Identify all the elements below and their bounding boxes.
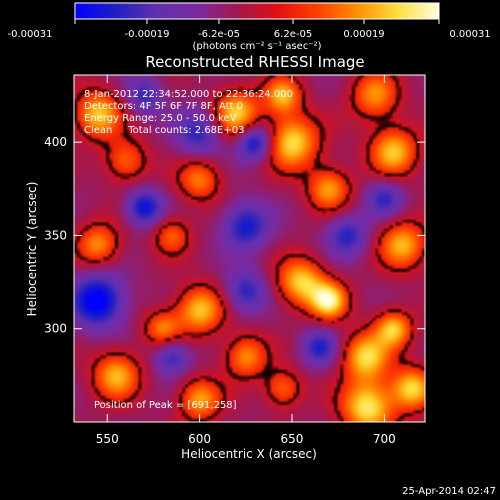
time-range-annotation: 8-Jan-2012 22:34:52.000 to 22:36:24.000 [84, 89, 293, 100]
footer-date: 25-Apr-2014 02:47 [402, 486, 496, 497]
peak-position-annotation: Position of Peak = [691,258] [94, 400, 237, 411]
colorbar-unit-label: (photons cm⁻² s⁻¹ asec⁻²) [192, 41, 321, 52]
heatmap-image [74, 75, 425, 422]
x-tick-label: 550 [96, 432, 119, 446]
colorbar-tick-label: 0.00019 [343, 29, 384, 40]
colorbar-ticks [74, 19, 440, 24]
energy-range-annotation: Energy Range: 25.0 - 50.0 keV [84, 113, 237, 124]
x-axis-label: Heliocentric X (arcsec) [181, 447, 317, 461]
y-axis-label: Heliocentric Y (arcsec) [25, 182, 39, 317]
x-tick-label: 650 [281, 432, 304, 446]
axis-ticks [74, 75, 425, 422]
colorbar-tick-label: -0.00031 [8, 29, 53, 40]
colorbar-gradient-bar [74, 2, 440, 20]
plot-frame [73, 74, 426, 423]
y-tick-label: 400 [44, 135, 67, 149]
colorbar-tick-label: -6.2e-05 [198, 29, 240, 40]
plot-annotations: 8-Jan-2012 22:34:52.000 to 22:36:24.000 … [84, 89, 293, 411]
x-tick-label: 600 [188, 432, 211, 446]
colorbar-tick-label: 0.00031 [449, 29, 490, 40]
x-tick-labels: 550 600 650 700 [96, 432, 396, 446]
clean-counts-annotation: Clean Total counts: 2.68E+03 [84, 125, 244, 136]
y-tick-labels: 300 350 400 [44, 135, 67, 336]
y-tick-label: 350 [44, 228, 67, 242]
colorbar-tick-label: -0.00019 [125, 29, 170, 40]
colorbar: -0.00031 -0.00019 -6.2e-05 6.2e-05 0.000… [8, 2, 491, 52]
x-tick-label: 700 [373, 432, 396, 446]
detectors-annotation: Detectors: 4F 5F 6F 7F 8F, Att 0 [84, 101, 243, 112]
colorbar-tick-label: 6.2e-05 [274, 29, 312, 40]
y-tick-label: 300 [44, 322, 67, 336]
plot-area [73, 74, 426, 423]
chart-title: Reconstructed RHESSI Image [145, 53, 364, 71]
